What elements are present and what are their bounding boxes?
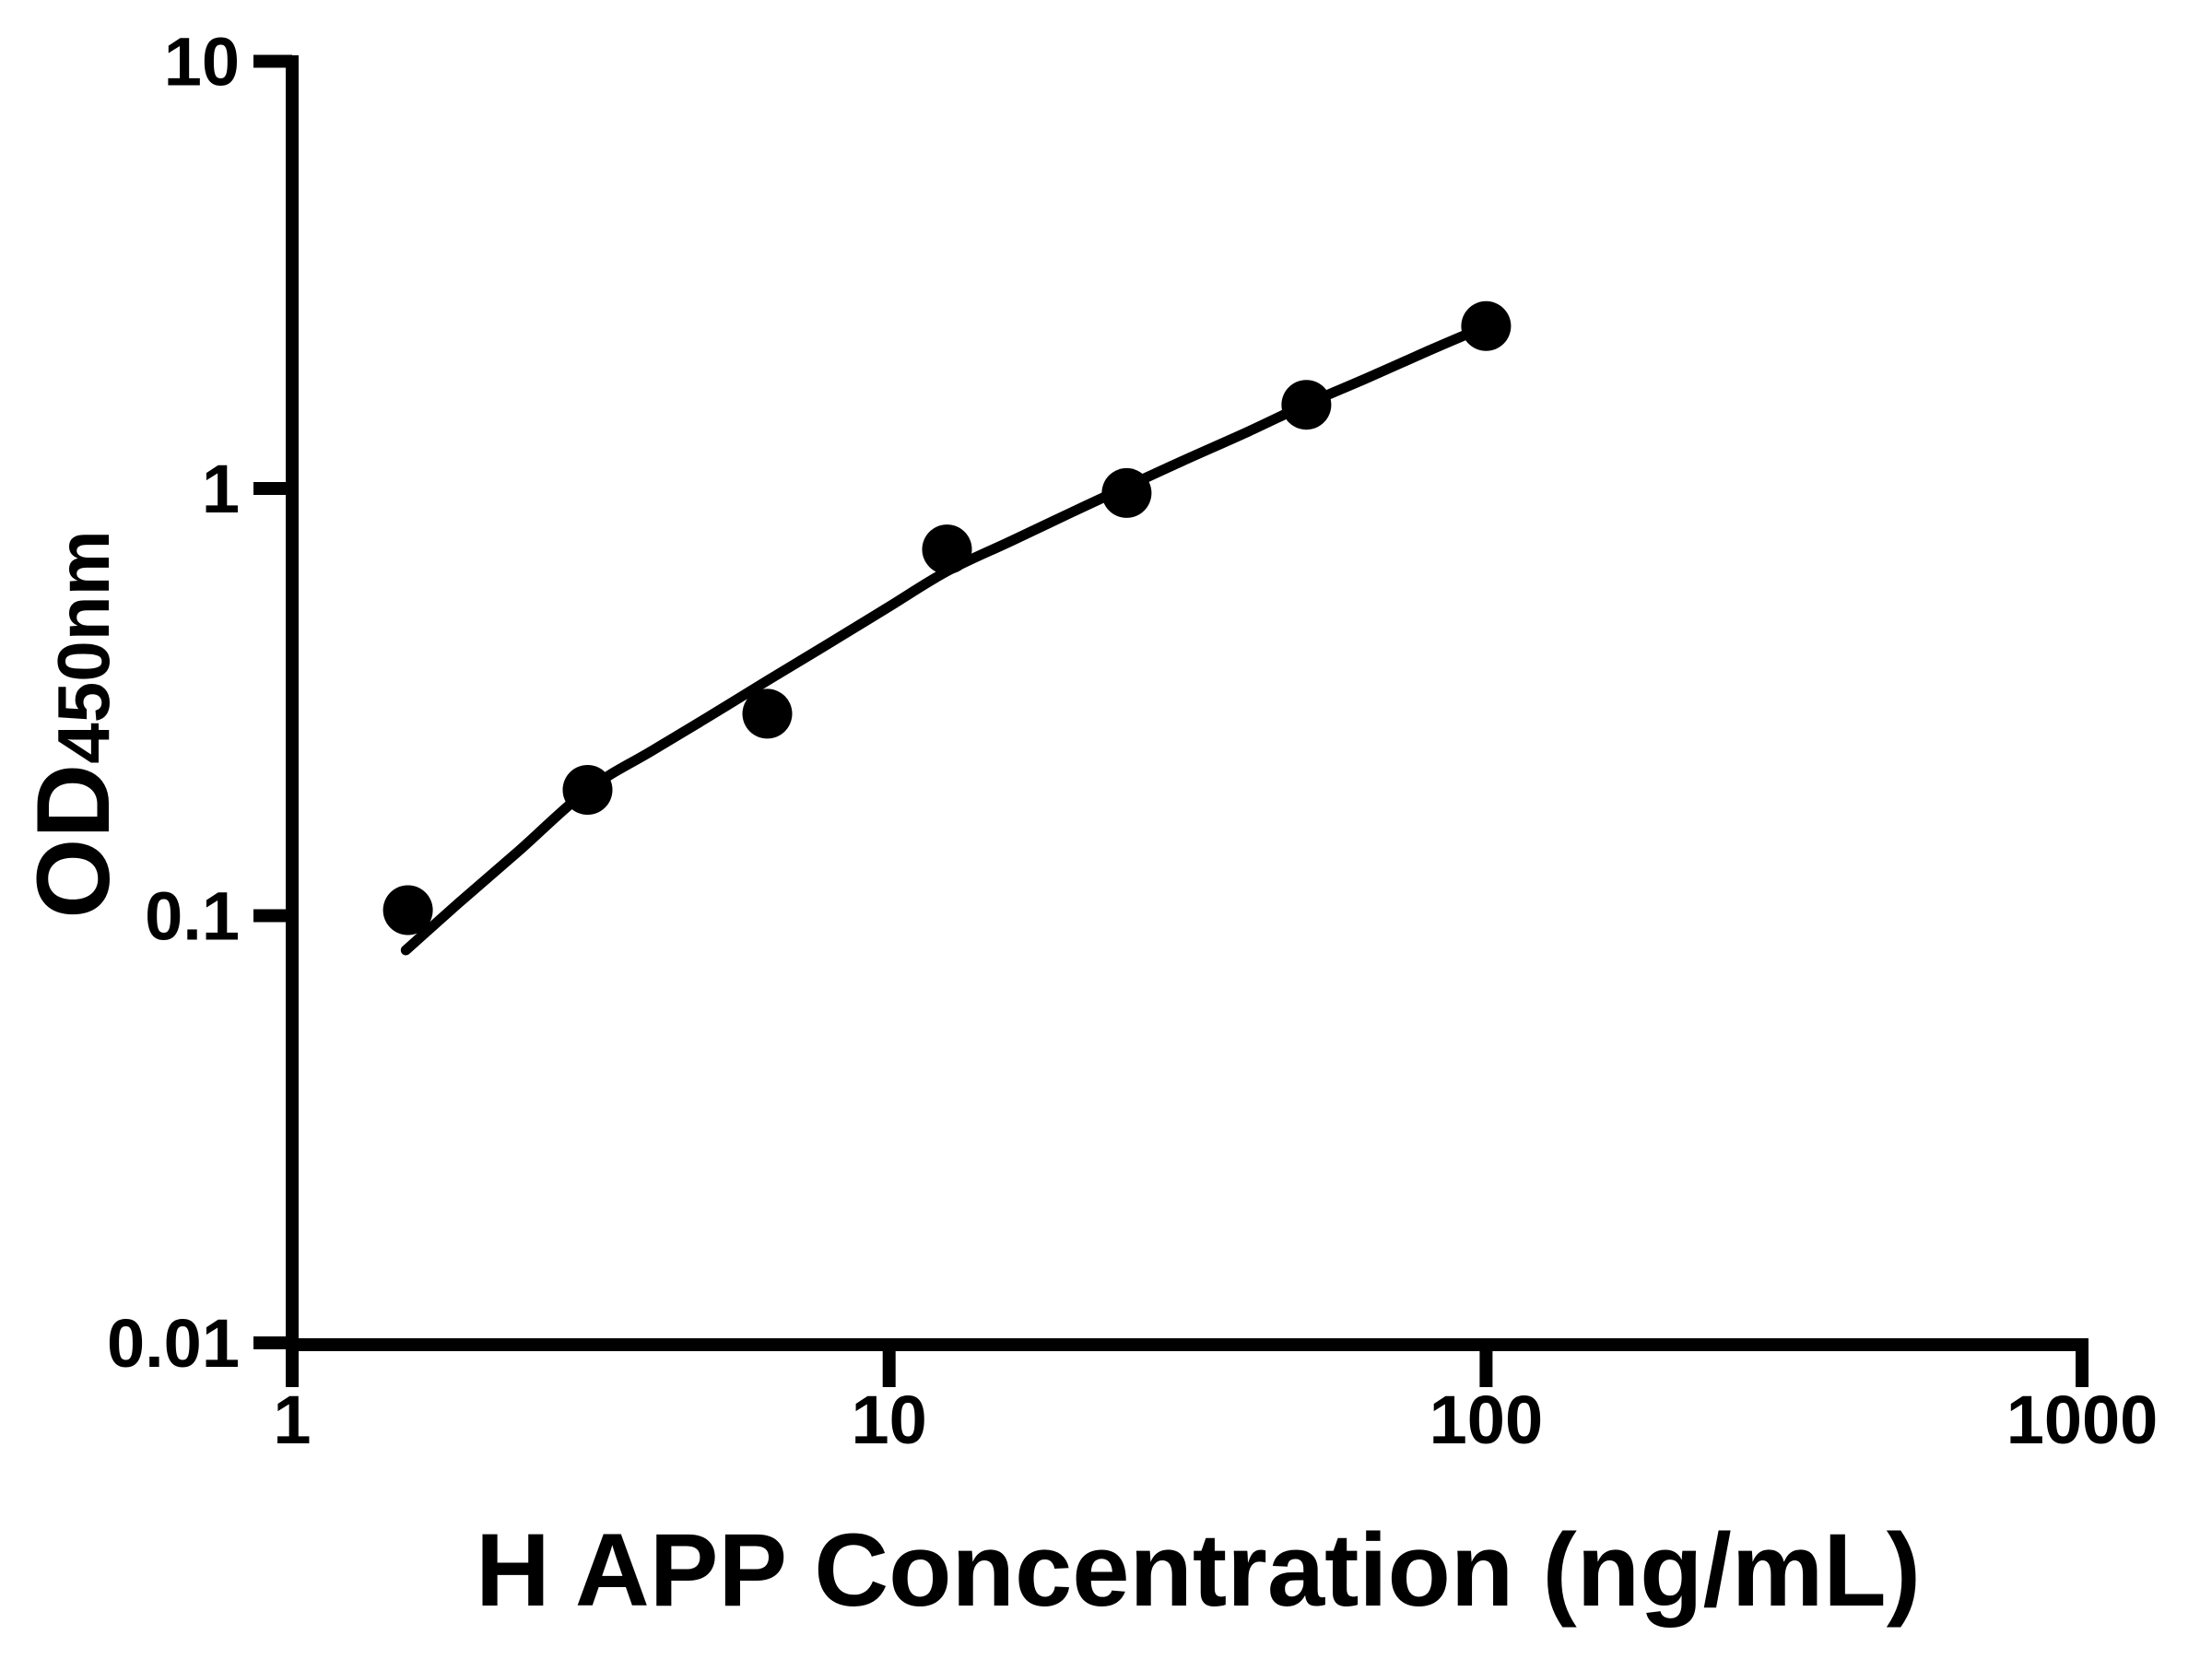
x-tick-label-100: 100 xyxy=(1430,1382,1543,1458)
y-axis-title: OD450nm xyxy=(16,530,131,918)
x-tick-label-1: 1 xyxy=(273,1382,311,1458)
y-tick-label-10: 10 xyxy=(164,24,240,100)
data-point-x100 xyxy=(1461,300,1512,351)
data-point-x1.563 xyxy=(382,885,433,935)
x-axis-title: H APP Concentration (ng/mL) xyxy=(476,1512,1921,1628)
data-point-x3.125 xyxy=(562,765,613,815)
y-axis-title-subscript: 450nm xyxy=(42,530,124,764)
y-tick-label-0.1: 0.1 xyxy=(145,878,240,955)
y-tick-label-0.01: 0.01 xyxy=(107,1305,240,1382)
x-tick-label-1000: 1000 xyxy=(2006,1382,2159,1458)
data-point-x25 xyxy=(1101,467,1152,518)
data-point-x12.5 xyxy=(922,524,972,575)
data-point-x50 xyxy=(1281,380,1332,430)
y-axis-title-main: OD xyxy=(16,763,131,919)
x-tick-label-10: 10 xyxy=(852,1382,927,1458)
data-point-x6.25 xyxy=(742,688,793,739)
y-tick-label-1: 1 xyxy=(202,451,240,527)
